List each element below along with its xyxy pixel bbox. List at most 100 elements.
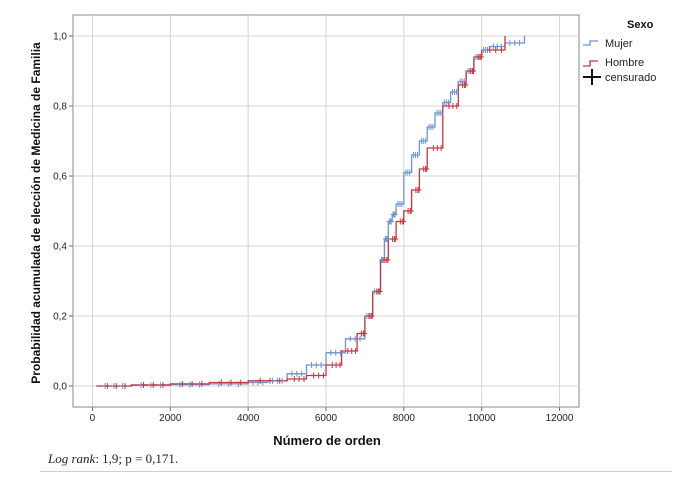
censor-mark-mujer bbox=[415, 152, 420, 158]
censor-mark-hombre bbox=[267, 377, 273, 384]
censor-mark-mujer bbox=[453, 89, 459, 95]
censor-mark-hombre bbox=[499, 47, 504, 53]
censor-mark-mujer bbox=[226, 380, 232, 387]
censor-mark-hombre bbox=[141, 381, 146, 388]
censor-mark-mujer bbox=[299, 370, 305, 377]
censor-mark-hombre bbox=[487, 47, 493, 53]
x-tick-label: 12000 bbox=[546, 413, 574, 424]
legend-swatch-hombre bbox=[583, 60, 598, 67]
censor-mark-mujer bbox=[187, 381, 193, 388]
grid bbox=[73, 15, 579, 407]
censor-mark-mujer bbox=[352, 335, 358, 342]
bottom-rule bbox=[40, 471, 672, 472]
censor-mark-hombre bbox=[179, 380, 185, 387]
x-tick-label: 2000 bbox=[159, 413, 182, 424]
censor-marks bbox=[102, 40, 523, 389]
censor-mark-hombre bbox=[353, 348, 359, 354]
x-tick-label: 4000 bbox=[237, 413, 260, 424]
censor-mark-hombre bbox=[362, 330, 367, 337]
censor-mark-hombre bbox=[218, 379, 224, 386]
censor-mark-hombre bbox=[337, 362, 343, 368]
censor-mark-mujer bbox=[294, 370, 300, 377]
censor-mark-mujer bbox=[357, 335, 363, 342]
x-tick-label: 6000 bbox=[315, 413, 338, 424]
caption-text: : 1,9; p = 0,171. bbox=[95, 451, 179, 466]
censor-mark-mujer bbox=[235, 380, 241, 387]
censor-mark-mujer bbox=[216, 380, 222, 387]
censor-mark-mujer bbox=[438, 110, 444, 116]
censor-mark-mujer bbox=[250, 379, 256, 386]
legend-item-censurado: censurado bbox=[583, 69, 656, 85]
censor-mark-mujer bbox=[407, 169, 413, 176]
y-tick-label: 0,0 bbox=[53, 382, 67, 393]
censor-mark-mujer bbox=[318, 362, 324, 368]
censor-mark-mujer bbox=[512, 40, 518, 46]
censor-mark-mujer bbox=[507, 40, 513, 46]
censor-mark-hombre bbox=[301, 376, 307, 382]
censor-mark-mujer bbox=[313, 362, 319, 368]
censor-mark-mujer bbox=[197, 381, 202, 388]
censor-mark-mujer bbox=[384, 236, 390, 242]
censor-mark-hombre bbox=[377, 288, 383, 295]
censor-mark-mujer bbox=[333, 349, 339, 356]
censor-mark-mujer bbox=[392, 211, 398, 218]
legend-censor-icon bbox=[583, 69, 601, 85]
censor-mark-mujer bbox=[388, 218, 394, 225]
censor-mark-hombre bbox=[160, 381, 166, 388]
x-axis-label: Número de orden bbox=[273, 433, 381, 448]
censor-mark-mujer bbox=[422, 138, 428, 144]
censor-mark-hombre bbox=[113, 383, 119, 389]
y-axis-label: Probabilidad acumulada de elección de Me… bbox=[29, 42, 43, 384]
censor-mark-hombre bbox=[291, 376, 297, 382]
censor-mark-mujer bbox=[399, 201, 405, 207]
legend-item-hombre: Hombre bbox=[583, 57, 644, 69]
censor-mark-mujer bbox=[289, 370, 295, 377]
legend-label-hombre: Hombre bbox=[605, 57, 644, 69]
censor-mark-hombre bbox=[311, 372, 317, 379]
x-tick-label: 0 bbox=[90, 413, 96, 424]
censor-mark-mujer bbox=[347, 335, 353, 342]
censor-mark-hombre bbox=[438, 145, 444, 151]
caption-italic: Log rank bbox=[48, 451, 96, 466]
y-tick-label: 0,4 bbox=[53, 242, 67, 253]
censor-mark-hombre bbox=[189, 380, 195, 387]
censor-mark-hombre bbox=[408, 208, 414, 214]
legend-swatch-mujer bbox=[583, 40, 598, 46]
censor-mark-hombre bbox=[257, 377, 263, 384]
censor-mark-hombre bbox=[277, 377, 283, 384]
censor-mark-hombre bbox=[393, 236, 399, 242]
censor-mark-mujer bbox=[517, 40, 523, 46]
legend-item-mujer: Mujer bbox=[583, 38, 633, 50]
censor-mark-mujer bbox=[328, 349, 334, 356]
censor-mark-hombre bbox=[493, 47, 499, 53]
censor-mark-hombre bbox=[478, 54, 484, 60]
censor-mark-hombre bbox=[424, 166, 430, 172]
censor-mark-mujer bbox=[260, 379, 266, 386]
legend-label-censurado: censurado bbox=[605, 72, 656, 84]
censor-mark-mujer bbox=[177, 381, 183, 388]
censor-mark-hombre bbox=[321, 372, 326, 379]
y-tick-label: 1,0 bbox=[53, 32, 67, 43]
y-tick-label: 0,6 bbox=[53, 172, 67, 183]
censor-mark-hombre bbox=[454, 103, 460, 109]
censor-mark-hombre bbox=[228, 379, 234, 386]
censor-mark-hombre bbox=[369, 313, 375, 319]
x-tick-label: 10000 bbox=[468, 413, 496, 424]
censor-mark-hombre bbox=[150, 381, 156, 388]
censor-mark-hombre bbox=[104, 383, 110, 389]
censor-mark-hombre bbox=[199, 380, 205, 387]
censor-mark-mujer bbox=[338, 349, 344, 356]
y-tick-label: 0,2 bbox=[53, 312, 67, 323]
censor-mark-hombre bbox=[401, 218, 406, 225]
censor-mark-mujer bbox=[430, 124, 436, 130]
legend: Sexo Mujer Hombre censurado bbox=[583, 19, 656, 85]
x-tick-label: 8000 bbox=[393, 413, 416, 424]
caption: Log rank: 1,9; p = 0,171. bbox=[48, 451, 178, 467]
censor-mark-hombre bbox=[385, 257, 391, 263]
censor-mark-hombre bbox=[238, 379, 244, 386]
censor-mark-hombre bbox=[416, 187, 422, 193]
censor-mark-hombre bbox=[471, 68, 476, 74]
censor-mark-mujer bbox=[308, 362, 314, 368]
censor-mark-hombre bbox=[296, 376, 302, 382]
